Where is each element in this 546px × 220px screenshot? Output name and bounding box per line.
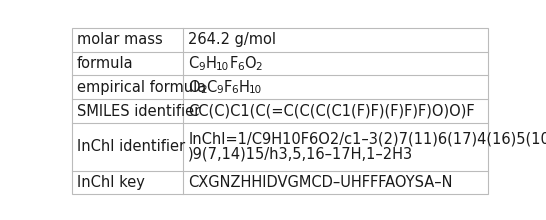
Text: F: F	[229, 56, 238, 71]
Text: H: H	[238, 80, 249, 95]
Text: InChI key: InChI key	[76, 175, 145, 190]
Text: C: C	[206, 80, 217, 95]
Text: InChI=1/C9H10F6O2/c1–3(2)7(11)6(17)4(16)5(10)8(12,13: InChI=1/C9H10F6O2/c1–3(2)7(11)6(17)4(16)…	[188, 132, 546, 147]
Text: 9: 9	[217, 85, 223, 95]
Text: C: C	[188, 56, 199, 71]
Text: 10: 10	[249, 85, 262, 95]
Text: )9(7,14)15/h3,5,16–17H,1–2H3: )9(7,14)15/h3,5,16–17H,1–2H3	[188, 147, 413, 162]
Text: 6: 6	[238, 62, 244, 72]
Text: O: O	[188, 80, 200, 95]
Text: SMILES identifier: SMILES identifier	[76, 104, 200, 119]
Text: molar mass: molar mass	[76, 32, 163, 47]
Text: 2: 2	[200, 85, 206, 95]
Text: CC(C)C1(C(=C(C(C(C1(F)F)(F)F)F)O)O)F: CC(C)C1(C(=C(C(C(C1(F)F)(F)F)F)O)O)F	[188, 104, 475, 119]
Text: InChI identifier: InChI identifier	[76, 139, 185, 154]
Text: 2: 2	[256, 62, 262, 72]
Text: F: F	[223, 80, 232, 95]
Text: H: H	[205, 56, 216, 71]
Text: 264.2 g/mol: 264.2 g/mol	[188, 32, 276, 47]
Text: 6: 6	[232, 85, 238, 95]
Text: O: O	[244, 56, 256, 71]
Text: empirical formula: empirical formula	[76, 80, 206, 95]
Text: formula: formula	[76, 56, 133, 71]
Text: 10: 10	[216, 62, 229, 72]
Text: 9: 9	[199, 62, 205, 72]
Text: CXGNZHHIDVGMCD–UHFFFAOYSA–N: CXGNZHHIDVGMCD–UHFFFAOYSA–N	[188, 175, 453, 190]
